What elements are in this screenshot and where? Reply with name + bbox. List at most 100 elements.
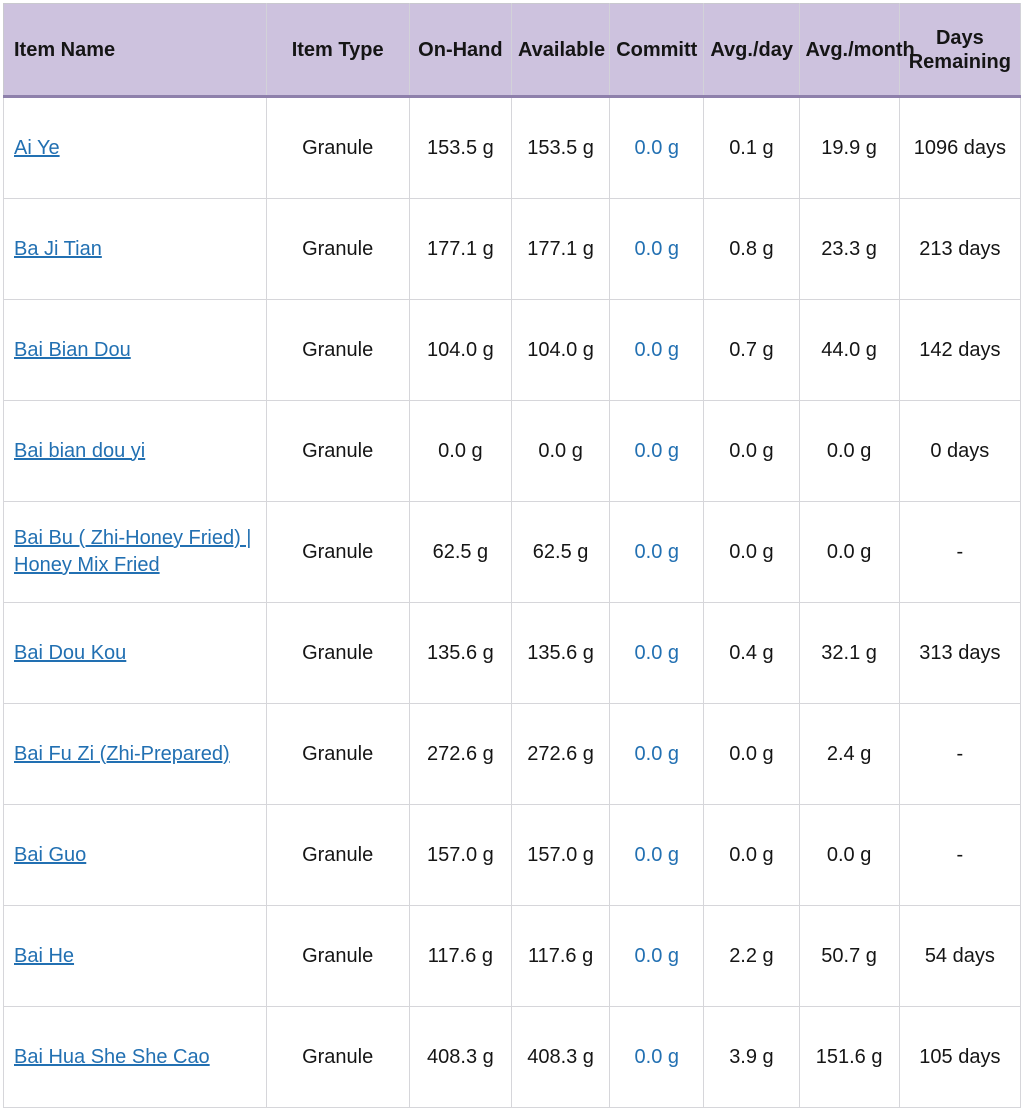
days-remaining-cell: 105 days bbox=[898, 1006, 1022, 1108]
item-link[interactable]: Bai He bbox=[14, 944, 75, 967]
available-cell: 117.6 g bbox=[510, 905, 611, 1007]
col-header-available: Available bbox=[511, 3, 611, 98]
item-name-cell: Bai Bian Dou bbox=[3, 299, 267, 401]
table-row: Bai Dou Kou Granule 135.6 g 135.6 g 0.0 … bbox=[3, 602, 1022, 704]
days-remaining-cell: 313 days bbox=[898, 602, 1022, 704]
item-name-cell: Bai bian dou yi bbox=[3, 400, 267, 502]
table-row: Bai Bu ( Zhi-Honey Fried) | Honey Mix Fr… bbox=[3, 501, 1022, 603]
table-row: Bai bian dou yi Granule 0.0 g 0.0 g 0.0 … bbox=[3, 400, 1022, 502]
col-header-committ: Committ bbox=[609, 3, 705, 98]
col-header-on-hand: On-Hand bbox=[409, 3, 512, 98]
item-link[interactable]: Bai Bu ( Zhi-Honey Fried) | Honey Mix Fr… bbox=[14, 527, 252, 576]
col-header-item-name: Item Name bbox=[3, 3, 267, 98]
item-type-cell: Granule bbox=[265, 1006, 410, 1108]
item-link[interactable]: Bai Fu Zi (Zhi-Prepared) bbox=[14, 742, 230, 765]
col-header-days-remaining: Days Remaining bbox=[899, 3, 1022, 98]
available-cell: 408.3 g bbox=[510, 1006, 611, 1108]
committ-cell: 0.0 g bbox=[609, 703, 705, 805]
avg-day-cell: 0.0 g bbox=[703, 501, 800, 603]
table-row: Ba Ji Tian Granule 177.1 g 177.1 g 0.0 g… bbox=[3, 198, 1022, 300]
item-type-cell: Granule bbox=[265, 400, 410, 502]
item-link[interactable]: Bai bian dou yi bbox=[14, 439, 146, 462]
item-link[interactable]: Bai Guo bbox=[14, 843, 87, 866]
item-link[interactable]: Bai Hua She She Cao bbox=[14, 1045, 210, 1068]
on-hand-cell: 153.5 g bbox=[408, 96, 512, 199]
committ-cell: 0.0 g bbox=[609, 299, 705, 401]
committ-cell: 0.0 g bbox=[609, 198, 705, 300]
item-type-cell: Granule bbox=[265, 198, 410, 300]
avg-month-cell: 44.0 g bbox=[798, 299, 900, 401]
on-hand-cell: 104.0 g bbox=[408, 299, 512, 401]
committ-cell: 0.0 g bbox=[609, 501, 705, 603]
header-row: Item Name Item Type On-Hand Available Co… bbox=[3, 3, 1022, 98]
avg-month-cell: 0.0 g bbox=[798, 804, 900, 906]
avg-day-cell: 0.4 g bbox=[703, 602, 800, 704]
committ-cell: 0.0 g bbox=[609, 905, 705, 1007]
days-remaining-cell: 142 days bbox=[898, 299, 1022, 401]
avg-day-cell: 2.2 g bbox=[703, 905, 800, 1007]
item-type-cell: Granule bbox=[265, 602, 410, 704]
committ-cell: 0.0 g bbox=[609, 400, 705, 502]
days-remaining-cell: 54 days bbox=[898, 905, 1022, 1007]
days-remaining-cell: 0 days bbox=[898, 400, 1022, 502]
item-name-cell: Bai He bbox=[3, 905, 267, 1007]
item-type-cell: Granule bbox=[265, 905, 410, 1007]
days-remaining-cell: 213 days bbox=[898, 198, 1022, 300]
item-name-cell: Bai Fu Zi (Zhi-Prepared) bbox=[3, 703, 267, 805]
avg-month-cell: 50.7 g bbox=[798, 905, 900, 1007]
days-remaining-cell: - bbox=[898, 501, 1022, 603]
item-name-cell: Bai Hua She She Cao bbox=[3, 1006, 267, 1108]
avg-day-cell: 0.7 g bbox=[703, 299, 800, 401]
table-body: Ai Ye Granule 153.5 g 153.5 g 0.0 g 0.1 … bbox=[3, 96, 1022, 1108]
item-name-cell: Bai Bu ( Zhi-Honey Fried) | Honey Mix Fr… bbox=[3, 501, 267, 603]
table-row: Bai Bian Dou Granule 104.0 g 104.0 g 0.0… bbox=[3, 299, 1022, 401]
available-cell: 272.6 g bbox=[510, 703, 611, 805]
avg-month-cell: 2.4 g bbox=[798, 703, 900, 805]
item-type-cell: Granule bbox=[265, 501, 410, 603]
item-type-cell: Granule bbox=[265, 804, 410, 906]
table-header: Item Name Item Type On-Hand Available Co… bbox=[3, 3, 1022, 98]
avg-month-cell: 0.0 g bbox=[798, 400, 900, 502]
table-row: Bai Hua She She Cao Granule 408.3 g 408.… bbox=[3, 1006, 1022, 1108]
col-header-item-type: Item Type bbox=[266, 3, 410, 98]
available-cell: 135.6 g bbox=[510, 602, 611, 704]
avg-month-cell: 23.3 g bbox=[798, 198, 900, 300]
table-row: Ai Ye Granule 153.5 g 153.5 g 0.0 g 0.1 … bbox=[3, 96, 1022, 199]
days-remaining-cell: - bbox=[898, 804, 1022, 906]
available-cell: 62.5 g bbox=[510, 501, 611, 603]
committ-cell: 0.0 g bbox=[609, 96, 705, 199]
avg-month-cell: 19.9 g bbox=[798, 96, 900, 199]
committ-cell: 0.0 g bbox=[609, 1006, 705, 1108]
item-type-cell: Granule bbox=[265, 299, 410, 401]
avg-day-cell: 0.0 g bbox=[703, 400, 800, 502]
item-link[interactable]: Bai Bian Dou bbox=[14, 338, 131, 361]
committ-cell: 0.0 g bbox=[609, 804, 705, 906]
on-hand-cell: 408.3 g bbox=[408, 1006, 512, 1108]
on-hand-cell: 177.1 g bbox=[408, 198, 512, 300]
avg-month-cell: 0.0 g bbox=[798, 501, 900, 603]
item-type-cell: Granule bbox=[265, 96, 410, 199]
avg-month-cell: 151.6 g bbox=[798, 1006, 900, 1108]
on-hand-cell: 272.6 g bbox=[408, 703, 512, 805]
avg-day-cell: 0.0 g bbox=[703, 703, 800, 805]
on-hand-cell: 135.6 g bbox=[408, 602, 512, 704]
col-header-avg-month: Avg./month bbox=[799, 3, 915, 98]
days-remaining-cell: 1096 days bbox=[898, 96, 1022, 199]
table-row: Bai Fu Zi (Zhi-Prepared) Granule 272.6 g… bbox=[3, 703, 1022, 805]
days-remaining-cell: - bbox=[898, 703, 1022, 805]
item-link[interactable]: Ai Ye bbox=[14, 136, 60, 159]
avg-day-cell: 3.9 g bbox=[703, 1006, 800, 1108]
item-name-cell: Bai Dou Kou bbox=[3, 602, 267, 704]
col-header-avg-day: Avg./day bbox=[703, 3, 800, 98]
available-cell: 0.0 g bbox=[510, 400, 611, 502]
item-link[interactable]: Ba Ji Tian bbox=[14, 237, 102, 260]
item-name-cell: Ba Ji Tian bbox=[3, 198, 267, 300]
item-name-cell: Bai Guo bbox=[3, 804, 267, 906]
item-link[interactable]: Bai Dou Kou bbox=[14, 641, 127, 664]
avg-day-cell: 0.8 g bbox=[703, 198, 800, 300]
on-hand-cell: 117.6 g bbox=[408, 905, 512, 1007]
available-cell: 157.0 g bbox=[510, 804, 611, 906]
committ-cell: 0.0 g bbox=[609, 602, 705, 704]
available-cell: 153.5 g bbox=[510, 96, 611, 199]
table-row: Bai Guo Granule 157.0 g 157.0 g 0.0 g 0.… bbox=[3, 804, 1022, 906]
